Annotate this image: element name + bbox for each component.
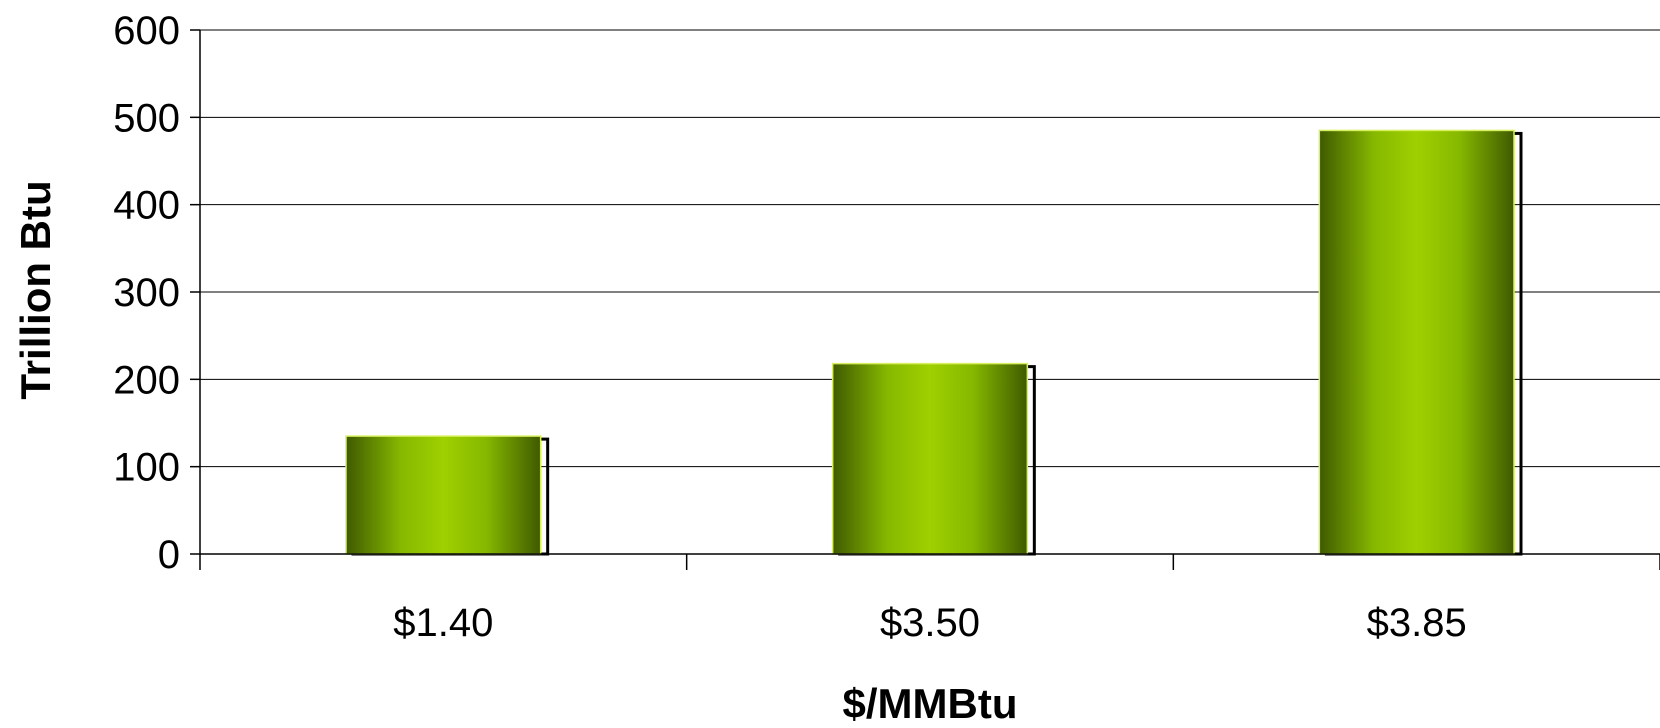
y-tick-label: 300 [113, 271, 180, 315]
x-tick-label: $1.40 [393, 601, 493, 645]
y-tick-label: 200 [113, 358, 180, 402]
y-tick-label: 600 [113, 9, 180, 53]
bars [345, 129, 1523, 556]
axes [190, 29, 1660, 570]
y-tick-label: 400 [113, 184, 180, 228]
y-tick-label: 500 [113, 96, 180, 140]
tick-labels: 0 100 200 300 400 500 600 $1.40 $3.50 $3.85 [113, 9, 1466, 645]
x-axis-title: $/MMBtu [843, 680, 1018, 727]
bar [831, 362, 1029, 555]
bar [1318, 129, 1515, 555]
x-tick-label: $3.85 [1367, 601, 1467, 645]
bar [345, 435, 542, 555]
x-tick-label: $3.50 [880, 601, 980, 645]
y-tick-label: 100 [113, 446, 180, 490]
y-axis-title: Trillion Btu [12, 180, 59, 399]
y-tick-label: 0 [158, 533, 180, 577]
